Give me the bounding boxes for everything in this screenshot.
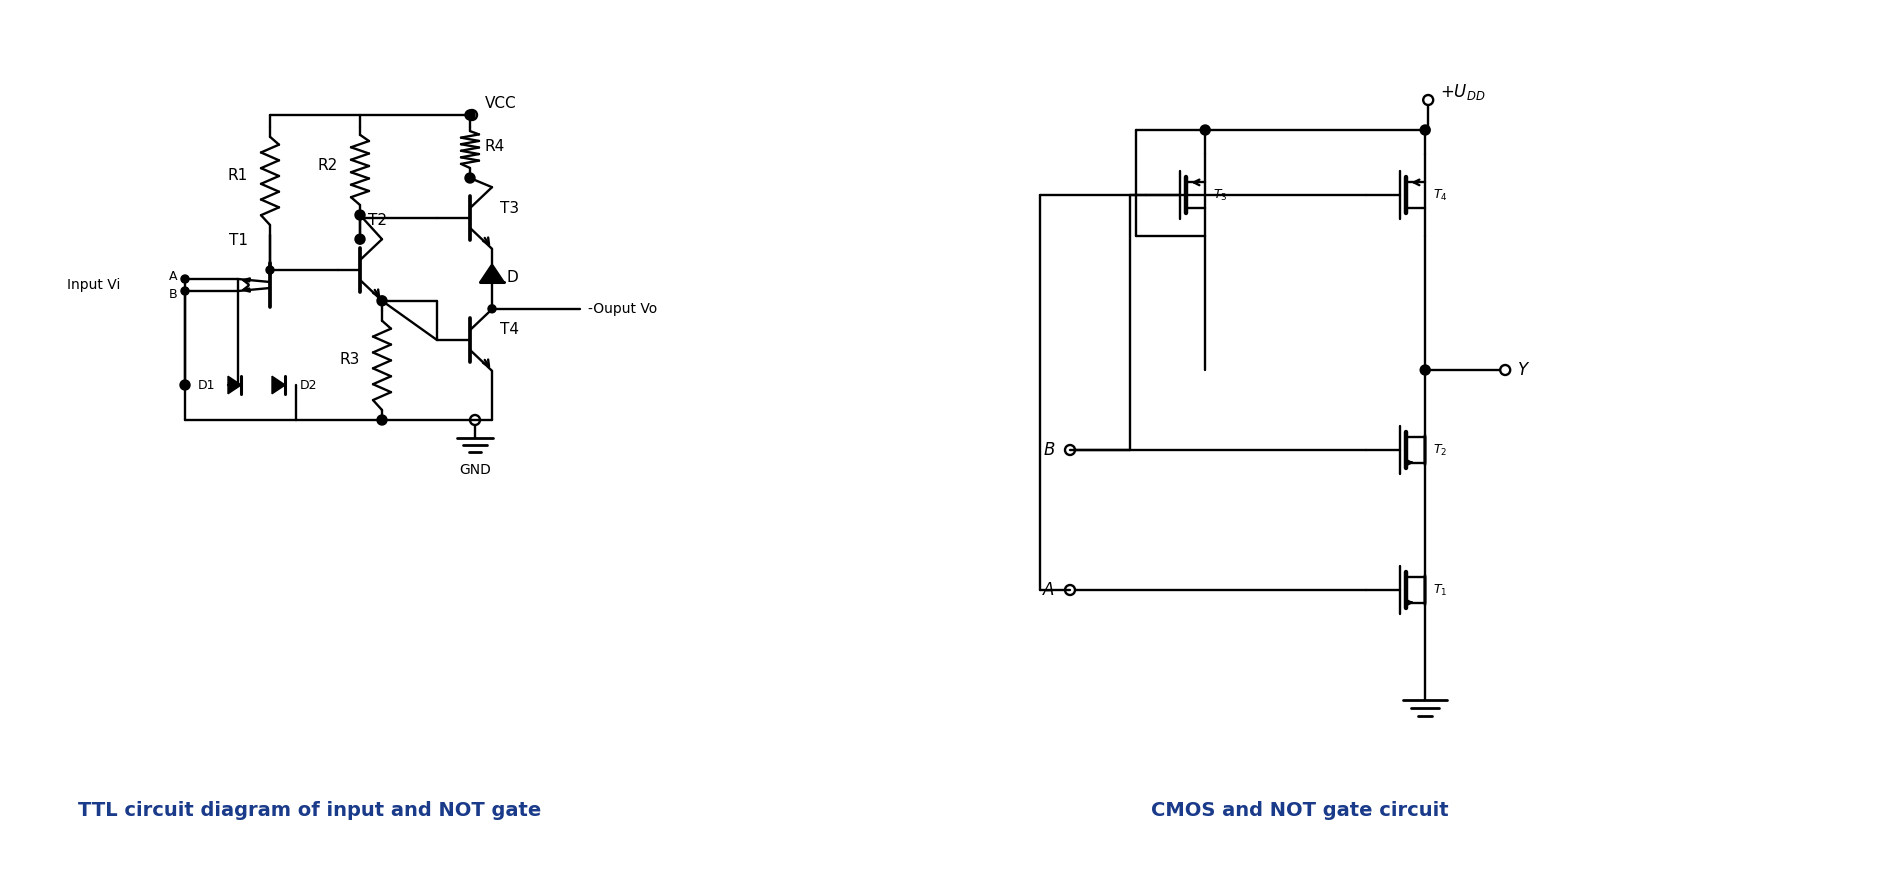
Circle shape (1200, 125, 1210, 135)
Text: Input Vi: Input Vi (66, 278, 121, 292)
Circle shape (465, 110, 475, 120)
Circle shape (465, 173, 475, 183)
Text: T3: T3 (499, 200, 520, 215)
Text: R3: R3 (339, 353, 360, 368)
Polygon shape (228, 377, 241, 393)
Circle shape (377, 415, 386, 425)
Circle shape (488, 305, 495, 313)
Text: $T_1$: $T_1$ (1434, 582, 1447, 597)
Text: D2: D2 (300, 378, 318, 392)
Text: T1: T1 (230, 232, 249, 247)
Text: T2: T2 (367, 213, 386, 228)
Text: R4: R4 (484, 138, 505, 153)
Circle shape (266, 266, 273, 274)
Text: $T_2$: $T_2$ (1434, 442, 1447, 457)
Text: T4: T4 (499, 323, 518, 338)
Circle shape (181, 275, 188, 283)
Text: D1: D1 (198, 378, 215, 392)
Circle shape (181, 287, 188, 295)
Polygon shape (480, 264, 505, 282)
Text: $B$: $B$ (1042, 441, 1055, 459)
Text: GND: GND (460, 463, 492, 477)
Text: A: A (168, 269, 177, 283)
Text: CMOS and NOT gate circuit: CMOS and NOT gate circuit (1151, 800, 1449, 820)
Text: $Y$: $Y$ (1517, 361, 1530, 379)
Text: D: D (507, 270, 518, 285)
Text: TTL circuit diagram of input and NOT gate: TTL circuit diagram of input and NOT gat… (79, 800, 541, 820)
Text: R1: R1 (228, 167, 249, 183)
Text: VCC: VCC (484, 96, 516, 111)
Text: -Ouput Vo: -Ouput Vo (588, 302, 658, 315)
Circle shape (354, 234, 365, 245)
Circle shape (354, 210, 365, 220)
Text: $+U_{DD}$: $+U_{DD}$ (1439, 82, 1486, 102)
Text: $T_4$: $T_4$ (1434, 188, 1447, 203)
Circle shape (1421, 125, 1430, 135)
Text: R2: R2 (318, 158, 337, 173)
Text: B: B (168, 287, 177, 300)
Circle shape (377, 296, 386, 306)
Text: $T_3$: $T_3$ (1213, 188, 1228, 203)
Polygon shape (271, 377, 284, 393)
Text: $A$: $A$ (1042, 581, 1055, 599)
Circle shape (1421, 365, 1430, 375)
Circle shape (181, 380, 190, 390)
